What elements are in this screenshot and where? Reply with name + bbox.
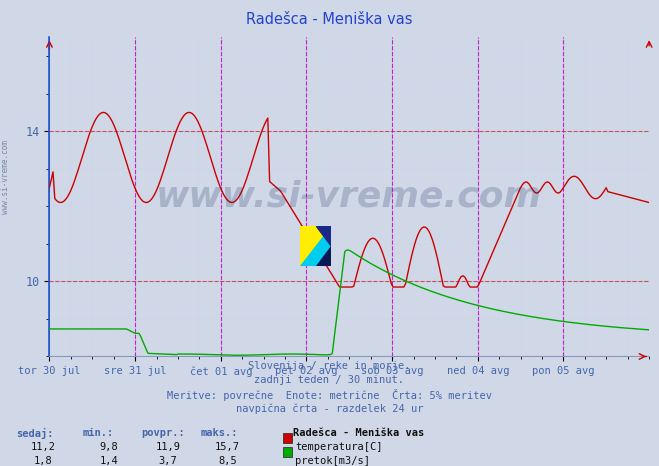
- Text: maks.:: maks.:: [201, 428, 239, 438]
- Text: povpr.:: povpr.:: [142, 428, 185, 438]
- Polygon shape: [300, 226, 331, 266]
- Text: 3,7: 3,7: [159, 456, 177, 466]
- Text: temperatura[C]: temperatura[C]: [295, 442, 383, 452]
- Text: 1,8: 1,8: [34, 456, 52, 466]
- Text: Slovenija / reke in morje.: Slovenija / reke in morje.: [248, 361, 411, 371]
- Text: 9,8: 9,8: [100, 442, 118, 452]
- Text: sedaj:: sedaj:: [16, 428, 54, 439]
- Text: 11,2: 11,2: [30, 442, 55, 452]
- Text: Radešca - Meniška vas: Radešca - Meniška vas: [246, 12, 413, 27]
- Text: 11,9: 11,9: [156, 442, 181, 452]
- Text: Meritve: povrečne  Enote: metrične  Črta: 5% meritev: Meritve: povrečne Enote: metrične Črta: …: [167, 389, 492, 401]
- Polygon shape: [316, 246, 331, 266]
- Text: 8,5: 8,5: [218, 456, 237, 466]
- Text: min.:: min.:: [82, 428, 113, 438]
- Polygon shape: [300, 226, 331, 266]
- Text: navpična črta - razdelek 24 ur: navpična črta - razdelek 24 ur: [236, 403, 423, 414]
- Text: Radešca - Meniška vas: Radešca - Meniška vas: [293, 428, 424, 438]
- Text: www.si-vreme.com: www.si-vreme.com: [1, 140, 10, 214]
- Text: zadnji teden / 30 minut.: zadnji teden / 30 minut.: [254, 375, 405, 385]
- Text: 1,4: 1,4: [100, 456, 118, 466]
- Text: 15,7: 15,7: [215, 442, 240, 452]
- Text: pretok[m3/s]: pretok[m3/s]: [295, 456, 370, 466]
- Polygon shape: [316, 226, 331, 246]
- Text: www.si-vreme.com: www.si-vreme.com: [156, 180, 542, 214]
